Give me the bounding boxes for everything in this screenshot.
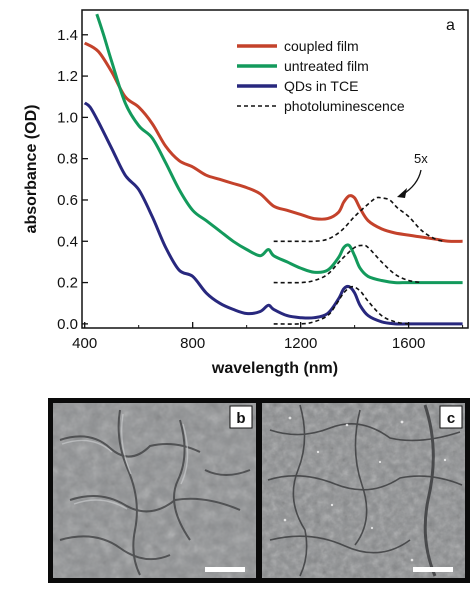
series-photoluminescence-trace-2 [273,244,423,284]
x-tick-label: 800 [180,335,205,352]
y-tick-label: 0.0 [57,316,78,333]
x-tick-label: 1600 [392,335,425,352]
micrograph-c-cracks [267,404,463,577]
y-tick-label: 1.0 [57,109,78,126]
micrograph-panels: b [48,398,470,583]
y-tick-label: 0.2 [57,275,78,292]
y-tick-label: 0.4 [57,233,78,250]
legend-label-qds: QDs in TCE [284,78,358,94]
y-tick-label: 0.6 [57,192,78,209]
micrograph-b-scale-bar [205,567,245,572]
y-tick-label: 1.4 [57,27,78,44]
micrograph-b: b [53,403,256,578]
x-tick-label: 1200 [284,335,317,352]
series-untreated-film [95,13,463,285]
series-layer [83,13,463,326]
legend-label-untreated: untreated film [284,58,369,74]
annotation-5x: 5x [414,151,428,166]
y-axis-label: absorbance (OD) [23,105,40,234]
x-tick-label: 400 [72,335,97,352]
series-photoluminescence-trace-1 [273,196,444,243]
micrograph-c-bright-specks [283,416,447,562]
micrograph-c-scale-bar [413,567,453,572]
micrograph-c-label-box [439,405,463,429]
panel-label-a: a [446,17,455,34]
y-tick-label: 0.8 [57,151,78,168]
micrograph-b-label: b [236,410,245,427]
legend-label-coupled: coupled film [284,38,359,54]
legend: coupled film untreated film QDs in TCE p… [237,38,405,114]
micrograph-c: c [262,403,465,578]
micrograph-b-cracks [59,409,251,576]
micrograph-c-label: c [447,410,455,427]
series-qds-in-tce [83,101,463,326]
micrograph-b-highlights [61,413,189,510]
ticks-layer: 400 800 1200 1600 0.0 0.2 0.4 0.6 0.8 1.0 1.2 1.4 [57,27,464,352]
x-axis-label: wavelength (nm) [211,360,338,377]
plot-frame [81,9,469,329]
legend-label-photoluminescence: photoluminescence [284,98,405,114]
absorbance-chart: 400 800 1200 1600 0.0 0.2 0.4 0.6 0.8 1.0 1.2 1.4 a… [23,9,469,377]
annotation-arrowhead [397,188,407,198]
y-tick-label: 1.2 [57,68,78,85]
series-coupled-film [83,41,463,243]
micrograph-b-label-box [229,405,253,429]
